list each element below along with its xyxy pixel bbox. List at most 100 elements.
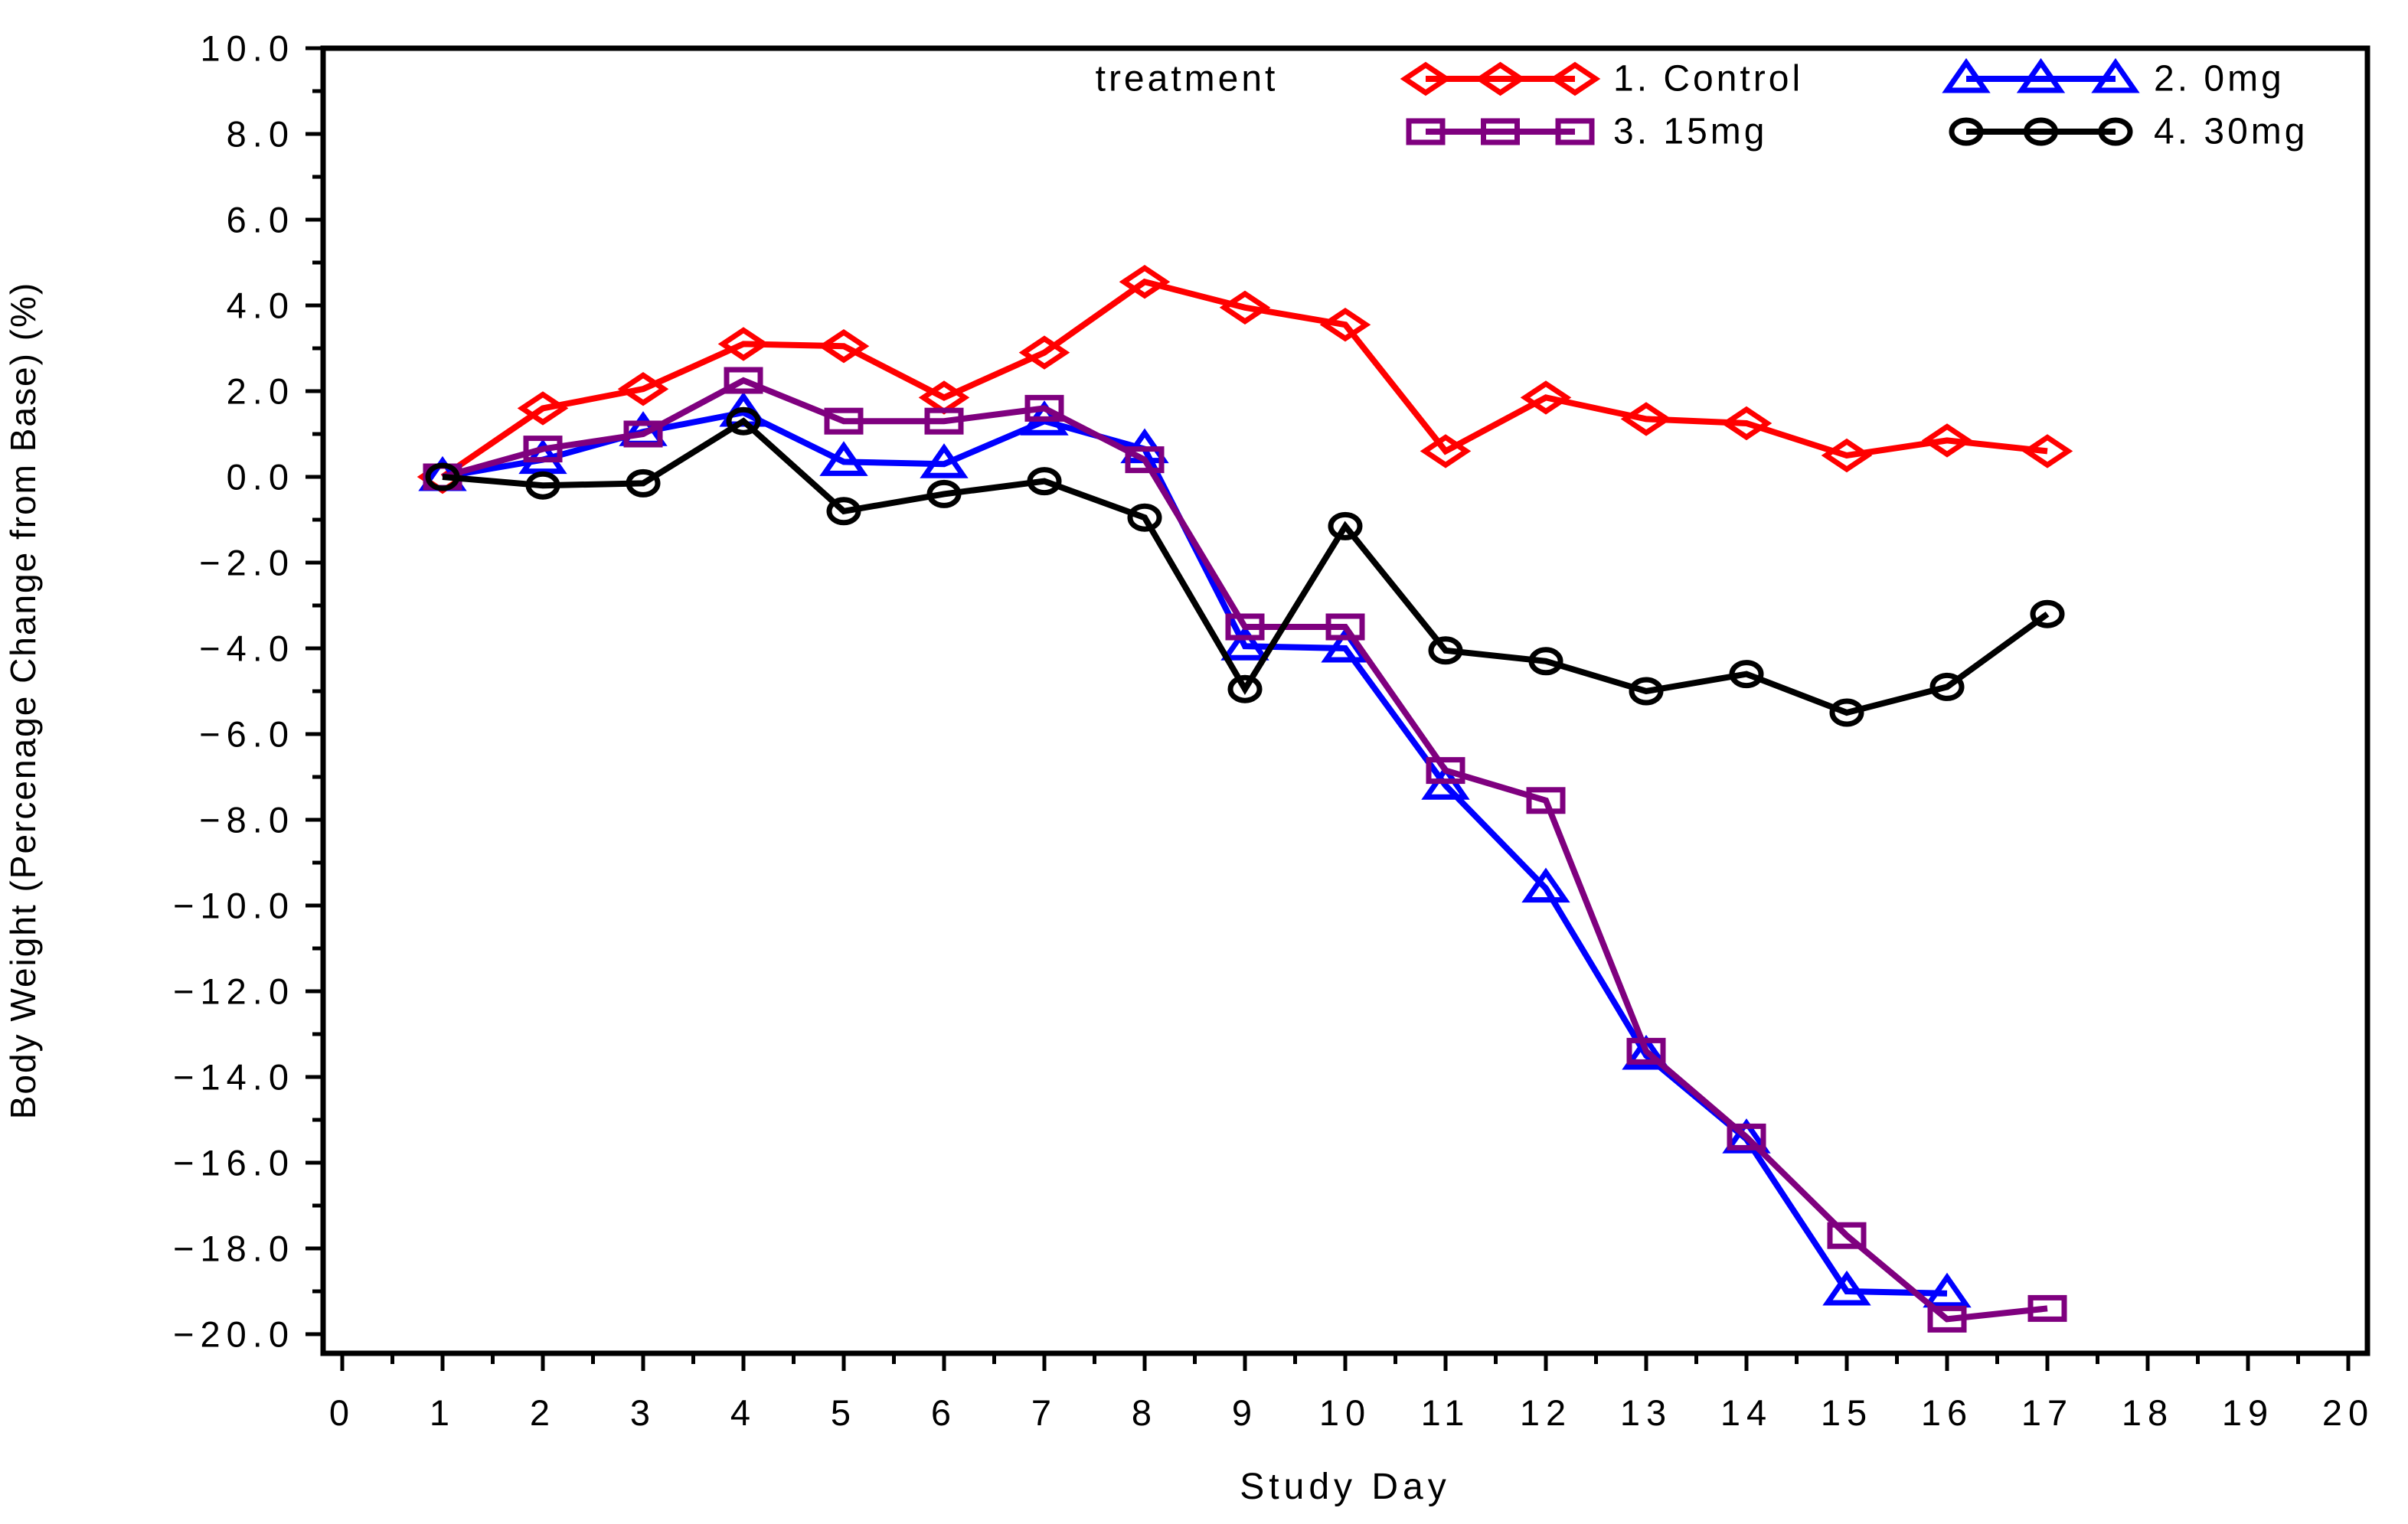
y-tick-label: −20.0 bbox=[173, 1314, 295, 1355]
legend-item-label: 4. 30mg bbox=[2154, 112, 2308, 152]
diamond-marker bbox=[1219, 290, 1271, 325]
x-tick-label: 13 bbox=[1620, 1392, 1672, 1433]
y-tick-label: −14.0 bbox=[173, 1057, 295, 1098]
y-tick-label: −16.0 bbox=[173, 1143, 295, 1183]
x-tick-label: 1 bbox=[430, 1392, 456, 1433]
x-tick-label: 2 bbox=[530, 1392, 556, 1433]
circle-marker bbox=[1949, 117, 1984, 146]
triangle-marker bbox=[1521, 867, 1570, 903]
legend-item-label: 3. 15mg bbox=[1613, 112, 1767, 152]
square-marker bbox=[824, 407, 864, 435]
x-tick-label: 0 bbox=[329, 1392, 355, 1433]
circle-marker bbox=[1829, 698, 1864, 727]
diamond-marker bbox=[1549, 61, 1601, 96]
circle-marker bbox=[1328, 511, 1363, 540]
x-tick-label: 15 bbox=[1821, 1392, 1873, 1433]
triangle-marker bbox=[819, 441, 868, 476]
x-tick-label: 7 bbox=[1031, 1392, 1057, 1433]
diamond-marker bbox=[1720, 406, 1773, 441]
diamond-marker bbox=[1319, 307, 1371, 342]
x-tick-label: 19 bbox=[2222, 1392, 2274, 1433]
square-marker bbox=[1426, 757, 1465, 785]
circle-marker bbox=[1227, 674, 1263, 703]
y-tick-label: −4.0 bbox=[199, 628, 295, 669]
square-marker bbox=[2027, 1294, 2067, 1322]
square-marker bbox=[1827, 1222, 1867, 1249]
y-tick-label: 0.0 bbox=[227, 457, 295, 498]
square-marker bbox=[1406, 118, 1446, 145]
triangle-marker bbox=[1942, 57, 1991, 93]
legend-item-label: 1. Control bbox=[1613, 59, 1803, 100]
circle-marker bbox=[1027, 467, 1062, 496]
diamond-marker bbox=[918, 380, 970, 415]
diamond-marker bbox=[2021, 434, 2073, 468]
square-marker bbox=[1526, 787, 1566, 814]
diamond-marker bbox=[1420, 434, 1472, 468]
diamond-marker bbox=[717, 327, 769, 361]
y-tick-label: −8.0 bbox=[199, 800, 295, 840]
square-marker bbox=[1325, 613, 1365, 641]
square-marker bbox=[924, 407, 964, 435]
circle-marker bbox=[2098, 117, 2133, 146]
square-marker bbox=[523, 436, 563, 463]
x-tick-label: 20 bbox=[2322, 1392, 2374, 1433]
x-tick-label: 6 bbox=[931, 1392, 957, 1433]
diamond-marker bbox=[1018, 335, 1070, 370]
plot-frame bbox=[320, 45, 2370, 1356]
x-tick-label: 17 bbox=[2021, 1392, 2073, 1433]
y-tick-label: 6.0 bbox=[227, 200, 295, 240]
circle-marker bbox=[626, 468, 661, 498]
circle-marker bbox=[1127, 503, 1162, 532]
y-tick-label: 4.0 bbox=[227, 286, 295, 326]
circle-marker bbox=[1729, 660, 1764, 689]
x-tick-label: 5 bbox=[831, 1392, 857, 1433]
square-marker bbox=[1555, 118, 1595, 145]
circle-marker bbox=[1428, 636, 1463, 665]
square-marker bbox=[1927, 1305, 1967, 1333]
diamond-marker bbox=[1620, 402, 1672, 436]
diamond-marker bbox=[517, 391, 569, 426]
y-tick-label: −6.0 bbox=[199, 714, 295, 755]
circle-marker bbox=[1629, 677, 1664, 706]
square-marker bbox=[1727, 1123, 1766, 1150]
circle-marker bbox=[425, 462, 460, 491]
circle-marker bbox=[926, 479, 962, 508]
triangle-marker bbox=[1822, 1270, 1871, 1306]
triangle-marker bbox=[1220, 625, 1269, 661]
series-line-4 bbox=[442, 417, 2050, 716]
square-marker bbox=[1626, 1037, 1666, 1065]
circle-marker bbox=[1929, 672, 1965, 701]
diamond-marker bbox=[1520, 380, 1572, 415]
series-line-3 bbox=[441, 377, 2048, 1323]
square-marker bbox=[1225, 613, 1265, 641]
x-tick-label: 11 bbox=[1421, 1392, 1471, 1433]
circle-marker bbox=[826, 497, 861, 526]
diamond-marker bbox=[1400, 61, 1452, 96]
circle-marker bbox=[2030, 599, 2065, 628]
diamond-marker bbox=[1821, 438, 1873, 473]
y-tick-label: 8.0 bbox=[227, 114, 295, 155]
x-tick-label: 16 bbox=[1921, 1392, 1973, 1433]
diamond-marker bbox=[617, 371, 669, 406]
x-tick-label: 10 bbox=[1319, 1392, 1371, 1433]
triangle-marker bbox=[1321, 627, 1370, 663]
y-tick-label: −10.0 bbox=[173, 886, 295, 926]
square-marker bbox=[724, 367, 763, 394]
triangle-marker bbox=[1622, 1034, 1671, 1070]
circle-marker bbox=[1528, 647, 1563, 676]
triangle-marker bbox=[2091, 57, 2140, 93]
diamond-marker bbox=[1921, 423, 1973, 458]
legend-item-label: 2. 0mg bbox=[2154, 59, 2285, 100]
triangle-marker bbox=[1722, 1118, 1771, 1154]
circle-marker bbox=[525, 471, 560, 500]
y-tick-label: −18.0 bbox=[173, 1229, 295, 1269]
circle-marker bbox=[2024, 117, 2058, 146]
x-tick-label: 18 bbox=[2122, 1392, 2174, 1433]
circle-marker bbox=[726, 406, 761, 436]
legend-title: treatment bbox=[1096, 59, 1279, 100]
diamond-marker bbox=[1119, 264, 1171, 299]
y-tick-label: −2.0 bbox=[199, 543, 295, 583]
x-tick-label: 4 bbox=[730, 1392, 756, 1433]
